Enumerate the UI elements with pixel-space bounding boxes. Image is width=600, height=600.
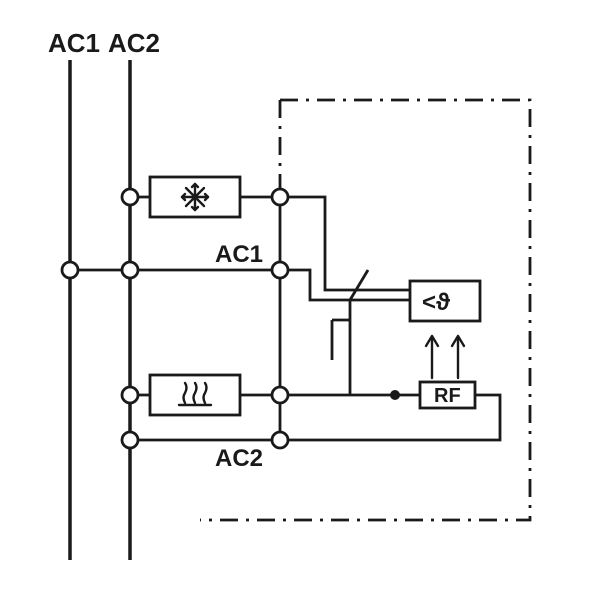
junction-dot xyxy=(390,390,400,400)
node xyxy=(272,189,288,205)
header-ac1: AC1 xyxy=(48,28,100,58)
node xyxy=(122,262,138,278)
switch xyxy=(332,270,368,360)
wire-to-thermo-bot xyxy=(288,270,410,300)
heater-icon xyxy=(179,383,211,405)
node xyxy=(122,387,138,403)
wire-to-thermo-top xyxy=(288,197,410,290)
snowflake-icon xyxy=(182,184,208,210)
header-ac2: AC2 xyxy=(108,28,160,58)
arrow-up-1 xyxy=(426,336,438,378)
node xyxy=(272,262,288,278)
wire-rf-return xyxy=(288,395,500,440)
node xyxy=(62,262,78,278)
node xyxy=(272,387,288,403)
arrow-up-2 xyxy=(452,336,464,378)
rf-label: RF xyxy=(434,385,461,407)
thermostat-label: <ϑ xyxy=(422,289,450,316)
node xyxy=(122,432,138,448)
ac2-mid-label: AC2 xyxy=(215,445,263,472)
node xyxy=(122,189,138,205)
node xyxy=(272,432,288,448)
ac1-mid-label: AC1 xyxy=(215,241,263,268)
